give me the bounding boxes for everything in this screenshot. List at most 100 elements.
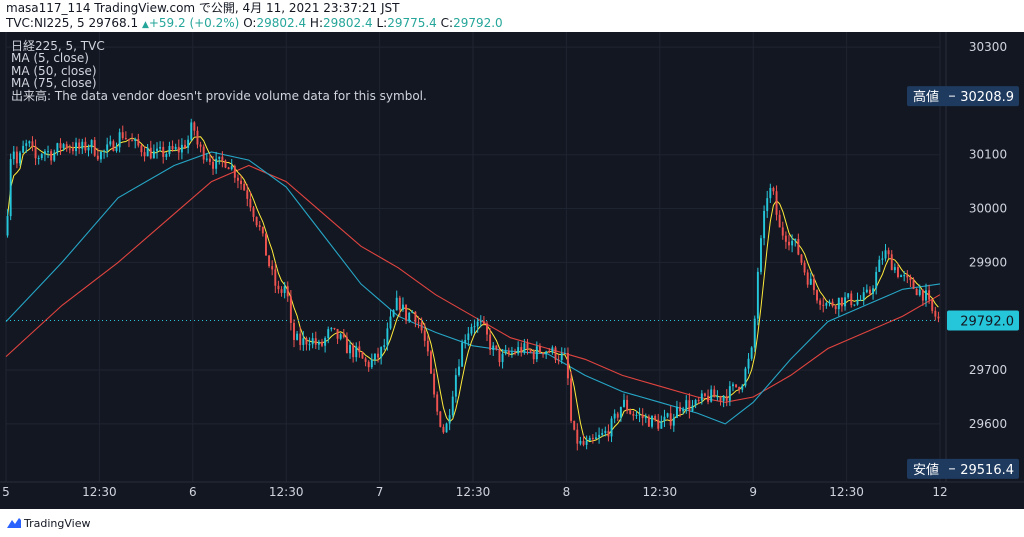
candle-body: [330, 327, 333, 330]
candle-body: [22, 145, 25, 153]
x-tick-label: 12:30: [643, 485, 678, 499]
candle-body: [638, 414, 641, 416]
candle-body: [666, 413, 669, 417]
brand-name[interactable]: TradingView: [24, 517, 91, 530]
candle-body: [573, 420, 576, 430]
legend-symbol: 日経225, 5, TVC: [11, 39, 105, 53]
candle-body: [187, 139, 190, 148]
candle-body: [448, 415, 451, 424]
candle-body: [293, 322, 295, 340]
candle-body: [445, 423, 448, 433]
price-chart[interactable]: 30300 30100 30000 29900 29700 29600 5 12:30 6 12:…: [0, 32, 1024, 509]
candle-body: [433, 373, 436, 395]
candle-body: [641, 414, 644, 419]
candle-body: [324, 338, 327, 346]
candle-body: [859, 299, 862, 301]
candle-body: [299, 333, 302, 345]
candle-body: [775, 191, 778, 215]
candle-body: [221, 156, 224, 161]
candle-body: [68, 148, 71, 150]
candle-body: [261, 226, 264, 234]
price-change: +59.2 (+0.2%): [148, 16, 240, 30]
y-tick-label: 29900: [969, 255, 1007, 269]
candle-body: [700, 393, 703, 401]
x-tick-label: 8: [563, 485, 571, 499]
candle-body: [865, 289, 868, 293]
candle-body: [146, 147, 149, 157]
candle-body: [887, 250, 890, 255]
candle-body: [897, 267, 899, 278]
candle-body: [825, 303, 828, 306]
candle-body: [408, 312, 411, 321]
candle-body: [794, 238, 797, 241]
candle-body: [255, 216, 258, 226]
candle-body: [476, 321, 479, 327]
candle-body: [741, 385, 744, 390]
x-tick-label: 12:30: [456, 485, 491, 499]
candle-body: [809, 278, 812, 285]
candle-body: [240, 180, 243, 185]
candle-body: [71, 148, 74, 152]
candle-body: [50, 151, 53, 161]
candle-body: [893, 267, 896, 271]
candle-body: [906, 275, 909, 278]
candle-body: [669, 413, 672, 426]
symbol-name: TVC:NI225, 5: [6, 16, 85, 30]
candle-body: [822, 304, 825, 306]
candle-body: [797, 238, 800, 255]
price-labels: 高値 30208.9 安値 29516.4 29792.0: [907, 86, 1019, 479]
candle-body: [364, 358, 367, 362]
candle-body: [788, 241, 790, 246]
candle-body: [523, 343, 526, 353]
candle-body: [806, 272, 809, 285]
candle-body: [109, 141, 112, 145]
candle-body: [205, 158, 208, 160]
candle-body: [327, 329, 330, 339]
candle-body: [647, 416, 650, 427]
candles: [6, 118, 940, 451]
candle-body: [286, 286, 289, 297]
candle-body: [644, 416, 647, 419]
candle-body: [566, 352, 569, 379]
candle-body: [124, 138, 127, 140]
candle-body: [675, 406, 678, 418]
candle-body: [190, 122, 193, 140]
candle-body: [557, 359, 560, 361]
candle-body: [840, 297, 843, 307]
candle-body: [339, 334, 342, 339]
candle-body: [115, 147, 118, 151]
candle-body: [560, 353, 563, 361]
high-price-label-value: 30208.9: [960, 90, 1014, 105]
candle-body: [554, 347, 557, 360]
x-tick-label: 12:30: [829, 485, 864, 499]
candle-body: [34, 146, 37, 159]
candle-body: [473, 326, 476, 328]
candle-body: [370, 359, 373, 368]
last-price-label-value: 29792.0: [960, 315, 1014, 330]
candle-body: [928, 290, 931, 300]
candle-body: [25, 143, 28, 146]
candle-body: [414, 311, 417, 323]
candle-body: [9, 159, 12, 217]
candle-body: [208, 158, 211, 162]
y-tick-label: 29700: [969, 363, 1007, 377]
candle-body: [735, 384, 738, 387]
tradingview-logo-icon[interactable]: [6, 516, 22, 530]
candle-body: [367, 361, 370, 368]
candle-body: [355, 346, 358, 358]
candle-body: [430, 351, 432, 374]
candle-body: [632, 414, 635, 416]
candle-body: [277, 285, 280, 290]
candle-body: [283, 286, 286, 293]
candle-body: [812, 278, 815, 291]
candle-body: [909, 277, 912, 281]
candle-body: [831, 301, 834, 307]
y-tick-label: 29600: [969, 417, 1007, 431]
chart-header: masa117_114 TradingView.com で公開, 4月 11, …: [0, 0, 1024, 32]
x-tick-label: 9: [749, 485, 757, 499]
low-price-label-bg: [907, 458, 1019, 479]
candle-body: [598, 434, 601, 438]
candle-body: [479, 321, 482, 323]
candle-body: [81, 141, 84, 149]
candle-body: [931, 299, 934, 311]
